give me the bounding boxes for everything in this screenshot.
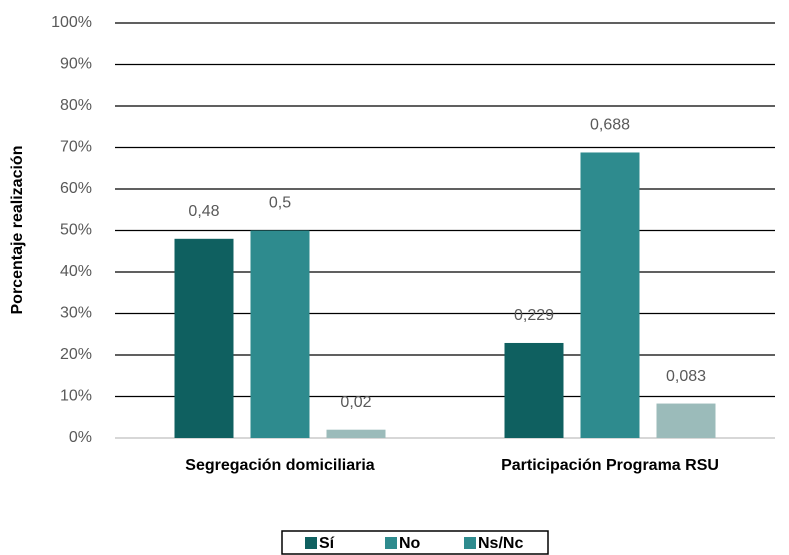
bar [174, 238, 234, 438]
y-axis-label: Porcentaje realización [9, 146, 26, 315]
legend-swatch [464, 537, 476, 549]
legend-label: Sí [319, 535, 335, 552]
y-tick-label: 60% [60, 180, 92, 197]
y-tick-label: 40% [60, 263, 92, 280]
x-tick-label: Participación Programa RSU [501, 457, 719, 474]
x-tick-label: Segregación domiciliaria [185, 457, 375, 474]
y-tick-label: 20% [60, 346, 92, 363]
legend-label: No [399, 535, 421, 552]
y-tick-label: 50% [60, 222, 92, 239]
bar [326, 429, 386, 438]
bar [656, 403, 716, 438]
legend-swatch [385, 537, 397, 549]
data-label: 0,083 [666, 368, 706, 385]
legend-box [281, 530, 549, 555]
bar [250, 230, 310, 438]
y-tick-label: 30% [60, 305, 92, 322]
y-tick-label: 70% [60, 139, 92, 156]
y-tick-label: 10% [60, 388, 92, 405]
bar [580, 152, 640, 439]
data-label: 0,229 [514, 307, 554, 324]
legend-swatch [305, 537, 317, 549]
y-tick-label: 0% [69, 429, 92, 446]
data-label: 0,5 [269, 195, 291, 212]
data-label: 0,688 [590, 117, 630, 134]
y-tick-label: 90% [60, 56, 92, 73]
data-label: 0,48 [188, 203, 219, 220]
bar [504, 342, 564, 438]
data-label: 0,02 [340, 394, 371, 411]
y-tick-label: 80% [60, 97, 92, 114]
y-tick-label: 100% [51, 14, 92, 31]
legend-label: Ns/Nc [478, 535, 523, 552]
